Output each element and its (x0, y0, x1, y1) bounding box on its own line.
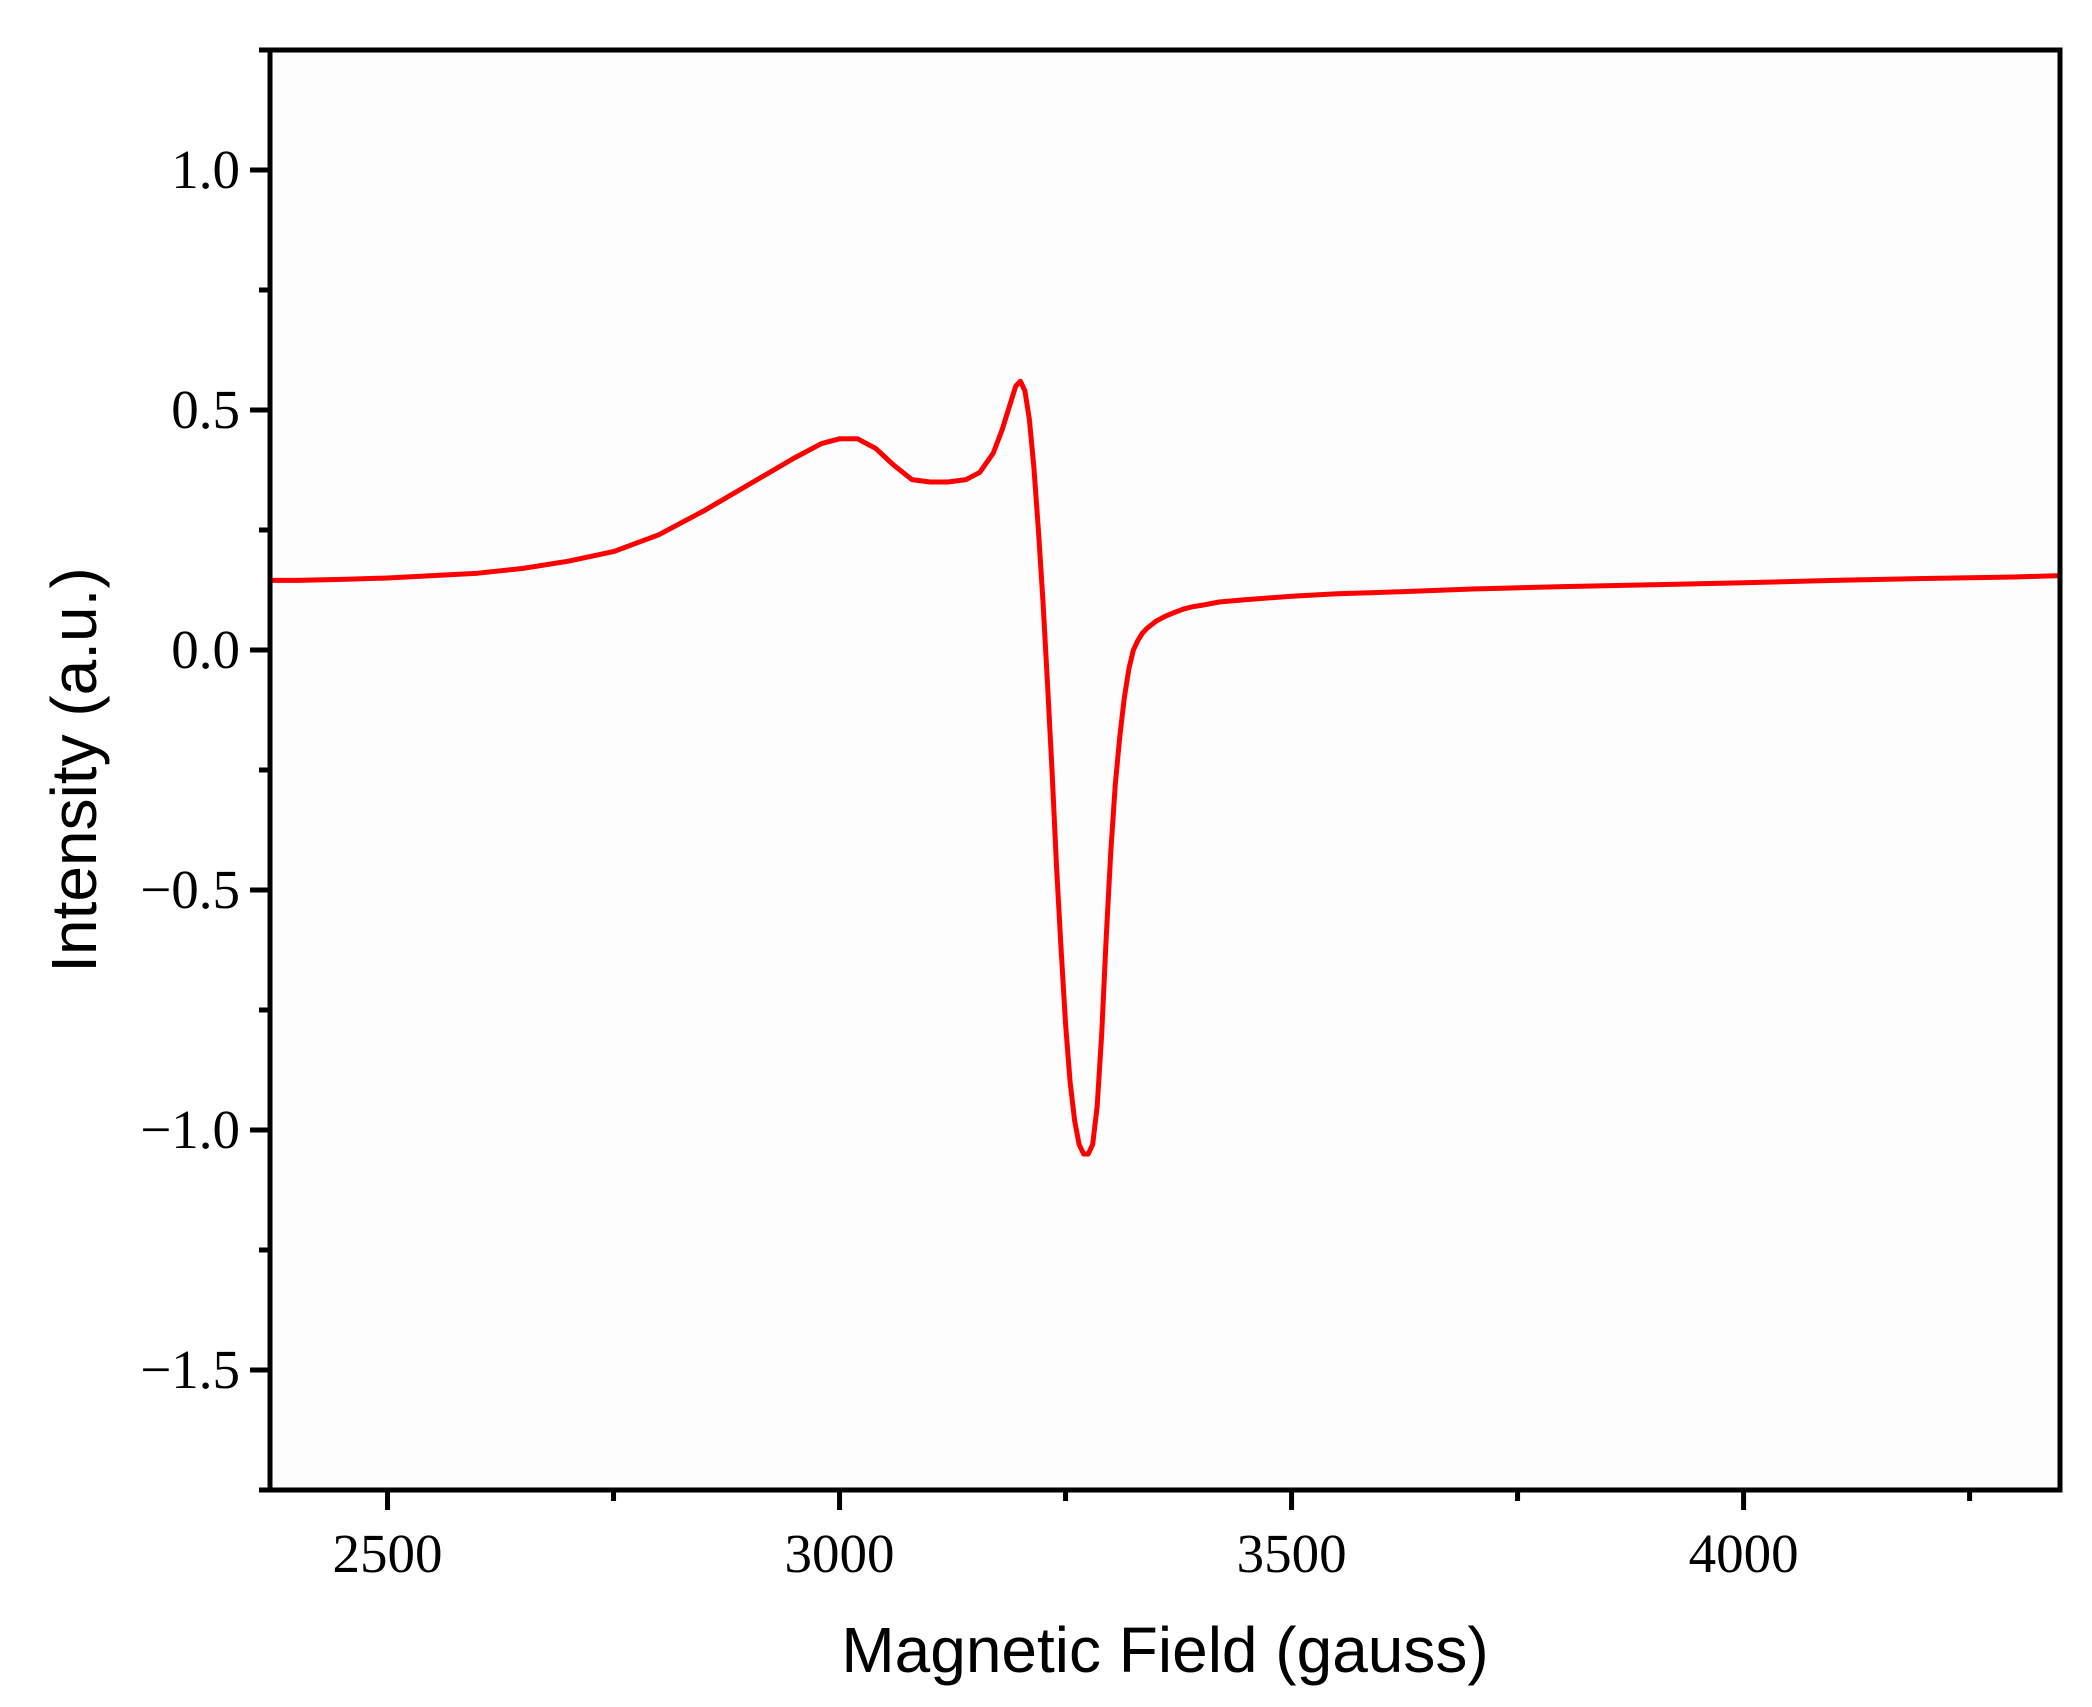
x-tick-label: 3000 (785, 1523, 895, 1584)
y-tick-label: 0.5 (171, 379, 240, 440)
series-line (267, 378, 2063, 1157)
y-tick-label: −0.5 (140, 859, 240, 920)
x-axis-title: Magnetic Field (gauss) (841, 1614, 1488, 1686)
y-tick-label: 1.0 (171, 139, 240, 200)
y-tick-label: −1.5 (140, 1339, 240, 1400)
plot-area (270, 50, 2060, 1490)
x-tick-label: 2500 (333, 1523, 443, 1584)
y-tick-label: −1.0 (140, 1099, 240, 1160)
tick-labels-group: 2500 3000 3500 4000 −1.5 −1.0 −0.5 0.0 0.5 1.0 (140, 139, 1798, 1584)
y-tick-label: 0.0 (171, 619, 240, 680)
plot-frame (267, 47, 2063, 1493)
y-axis-title: Intensity (a.u.) (38, 567, 110, 973)
x-tick-label: 3500 (1237, 1523, 1347, 1584)
x-tick-label: 4000 (1689, 1523, 1799, 1584)
